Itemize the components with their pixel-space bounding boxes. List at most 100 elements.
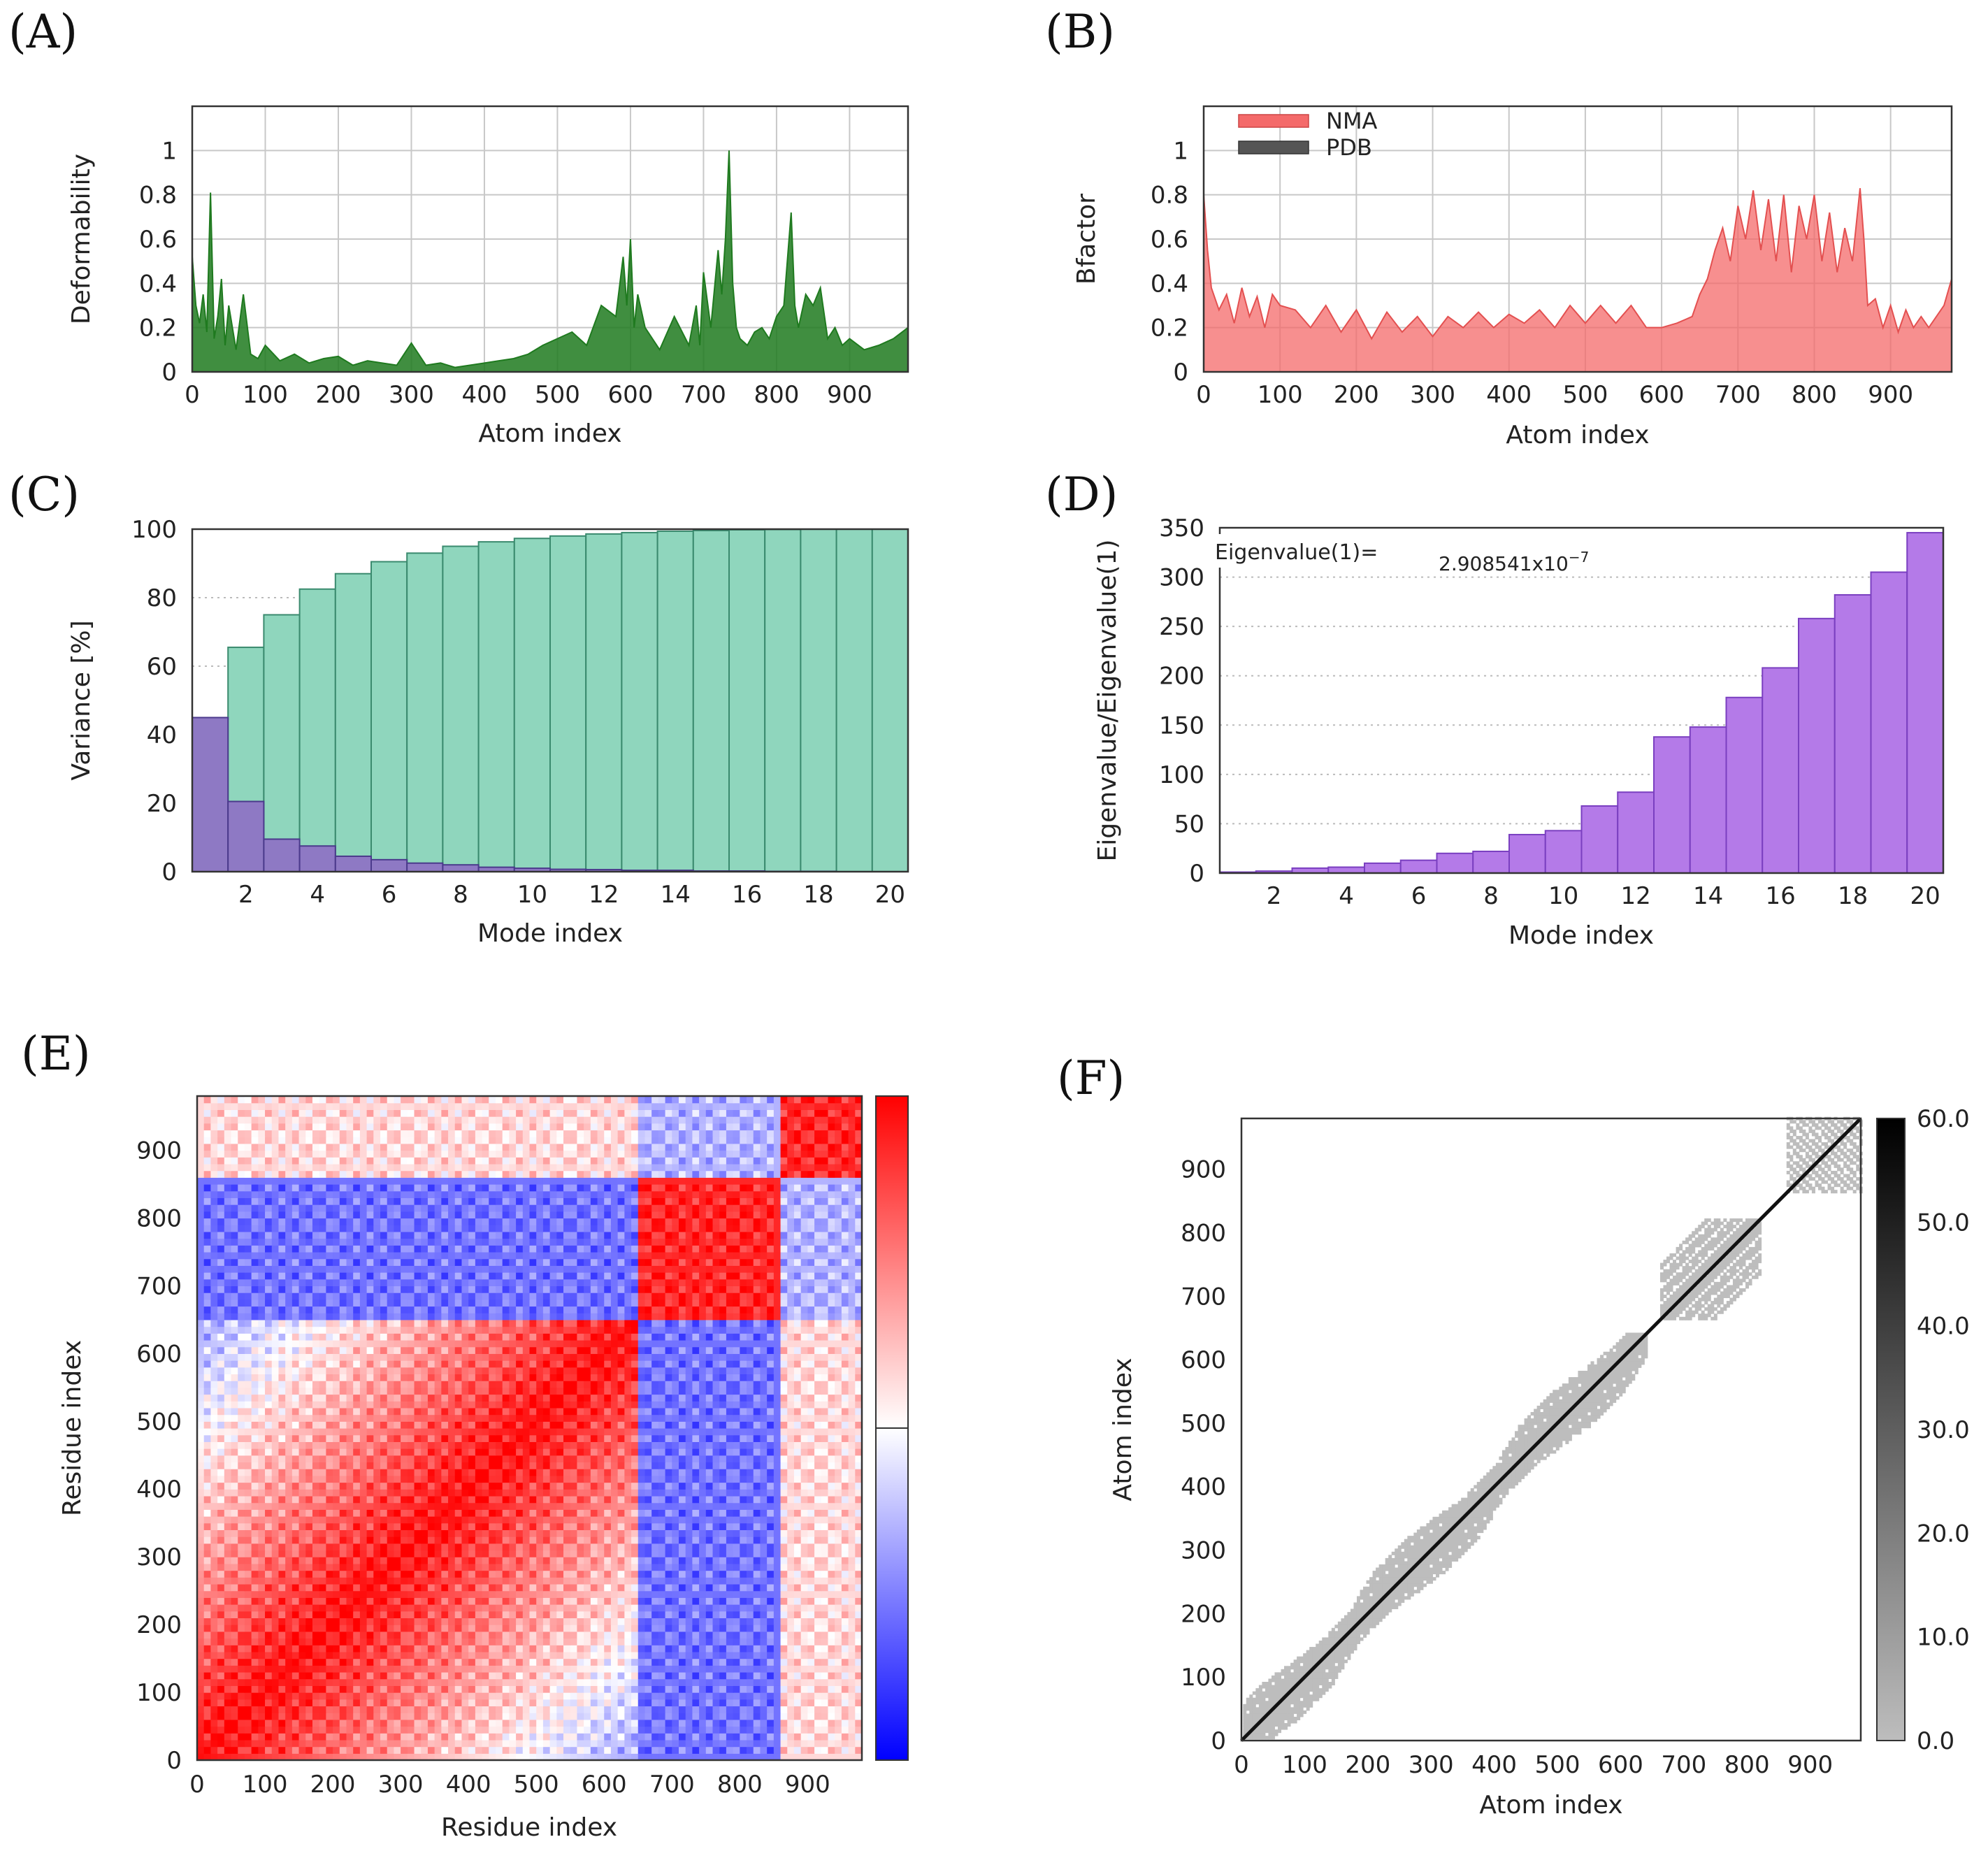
heatmap-cell	[394, 1631, 401, 1639]
heatmap-cell	[244, 1522, 252, 1531]
heatmap-cell	[638, 1739, 646, 1748]
heatmap-cell	[604, 1685, 612, 1693]
heatmap-cell	[231, 1509, 238, 1517]
heatmap-cell	[841, 1516, 849, 1524]
heatmap-cell	[793, 1489, 802, 1497]
heatmap-cell	[536, 1678, 544, 1686]
heatmap-cell	[401, 1536, 408, 1544]
heatmap-cell	[251, 1713, 259, 1720]
heatmap-cell	[516, 1475, 524, 1483]
heatmap-cell	[678, 1448, 686, 1456]
heatmap-cell	[421, 1638, 428, 1645]
heatmap-cell	[461, 1604, 469, 1612]
heatmap-cell	[326, 1713, 333, 1720]
heatmap-cell	[319, 1651, 326, 1659]
heatmap-cell	[258, 1713, 266, 1720]
heatmap-cell	[841, 1726, 849, 1734]
heatmap-cell	[760, 1692, 768, 1700]
heatmap-cell	[224, 1713, 232, 1720]
heatmap-cell	[692, 1516, 700, 1524]
heatmap-cell	[542, 1733, 551, 1741]
heatmap-cell	[807, 1563, 815, 1571]
heatmap-cell	[434, 1462, 442, 1469]
heatmap-cell	[407, 1516, 415, 1524]
heatmap-cell	[800, 1733, 808, 1741]
heatmap-cell	[353, 1455, 361, 1463]
heatmap-cell	[638, 1631, 646, 1639]
heatmap-cell	[258, 1726, 266, 1734]
heatmap-cell	[638, 1475, 646, 1483]
heatmap-cell	[855, 1448, 863, 1456]
heatmap-cell	[278, 1706, 286, 1713]
heatmap-cell	[787, 1726, 795, 1734]
heatmap-cell	[760, 1577, 768, 1585]
heatmap-cell	[251, 1469, 259, 1476]
heatmap-cell	[291, 1665, 300, 1673]
heatmap-cell	[814, 1495, 822, 1504]
heatmap-cell	[326, 1428, 333, 1436]
heatmap-cell	[258, 1502, 266, 1510]
heatmap-cell	[848, 1516, 856, 1524]
heatmap-cell	[726, 1678, 734, 1686]
heatmap-cell	[658, 1651, 666, 1659]
heatmap-cell	[231, 1719, 238, 1727]
heatmap-cell	[394, 1428, 401, 1436]
heatmap-cell	[346, 1462, 354, 1469]
heatmap-cell	[407, 1590, 415, 1598]
heatmap-cell	[835, 1597, 842, 1605]
heatmap-cell	[672, 1692, 679, 1700]
heatmap-cell	[692, 1685, 700, 1693]
heatmap-cell	[638, 1482, 646, 1490]
heatmap-cell	[800, 1706, 808, 1713]
heatmap-cell	[610, 1706, 619, 1713]
heatmap-cell	[597, 1441, 605, 1449]
heatmap-cell	[841, 1570, 849, 1578]
heatmap-cell	[699, 1733, 707, 1741]
heatmap-cell	[407, 1557, 415, 1564]
heatmap-cell	[584, 1550, 591, 1557]
heatmap-cell	[217, 1516, 225, 1524]
heatmap-cell	[807, 1469, 815, 1476]
heatmap-cell	[678, 1563, 686, 1571]
heatmap-cell	[468, 1550, 476, 1557]
heatmap-cell	[516, 1469, 524, 1476]
heatmap-cell	[380, 1577, 388, 1585]
heatmap-cell	[624, 1671, 632, 1680]
heatmap-cell	[733, 1604, 740, 1612]
heatmap-cell	[773, 1428, 781, 1436]
heatmap-cell	[258, 1462, 266, 1469]
y-tick-label: 0.8	[139, 182, 177, 210]
heatmap-cell	[203, 1699, 212, 1707]
heatmap-cell	[631, 1651, 639, 1659]
heatmap-cell	[312, 1489, 320, 1497]
heatmap-cell	[747, 1502, 754, 1510]
heatmap-cell	[855, 1638, 863, 1645]
heatmap-cell	[502, 1462, 510, 1469]
heatmap-cell	[848, 1522, 856, 1531]
heatmap-cell	[271, 1651, 280, 1659]
heatmap-cell	[305, 1522, 313, 1531]
heatmap-cell	[780, 1583, 788, 1592]
heatmap-cell	[326, 1557, 333, 1564]
heatmap-cell	[740, 1543, 747, 1551]
heatmap-cell	[584, 1631, 591, 1639]
heatmap-cell	[203, 1611, 212, 1619]
heatmap-cell	[339, 1645, 347, 1652]
heatmap-cell	[359, 1583, 368, 1592]
heatmap-cell	[584, 1502, 591, 1510]
heatmap-cell	[577, 1543, 584, 1551]
heatmap-cell	[291, 1685, 300, 1693]
heatmap-cell	[814, 1665, 822, 1673]
heatmap-cell	[359, 1625, 368, 1632]
heatmap-cell	[448, 1706, 456, 1713]
heatmap-cell	[461, 1509, 469, 1517]
heatmap-cell	[841, 1706, 849, 1713]
heatmap-cell	[848, 1482, 856, 1490]
heatmap-cell	[780, 1604, 788, 1612]
heatmap-cell	[387, 1475, 395, 1483]
heatmap-cell	[760, 1726, 768, 1734]
heatmap-cell	[800, 1441, 808, 1449]
heatmap-cell	[244, 1651, 252, 1659]
heatmap-cell	[421, 1733, 428, 1741]
heatmap-cell	[210, 1671, 218, 1680]
